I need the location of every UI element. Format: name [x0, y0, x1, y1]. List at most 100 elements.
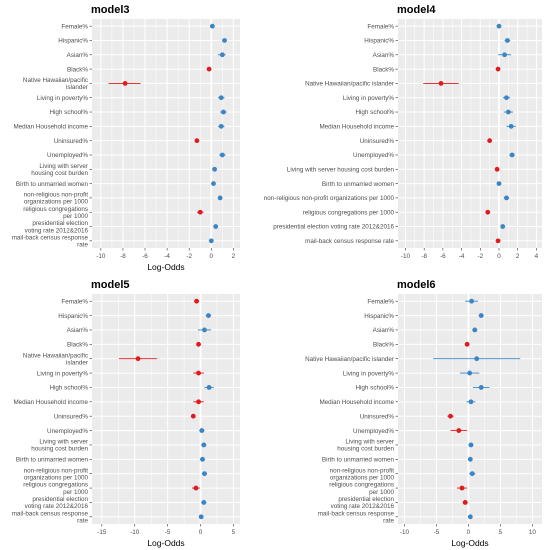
y-tick-label: Living with server housing cost burden	[31, 163, 88, 177]
estimate-point	[206, 385, 212, 390]
x-tick-label: -6	[440, 253, 446, 260]
y-tick-label: Median Household income	[13, 399, 88, 406]
estimate-point	[495, 238, 501, 244]
y-tick-label: mail-back census response rate	[12, 234, 89, 248]
x-tick-label: 5	[499, 529, 503, 536]
estimate-point	[200, 456, 205, 462]
y-tick-label: Native Hawaiian/pacific islander	[305, 356, 394, 363]
x-tick-label: -4	[164, 253, 170, 260]
y-tick-label: mail-back census response rate	[318, 510, 395, 524]
estimate-point	[485, 209, 491, 215]
y-tick-label: non-religious non-profit organizations p…	[264, 195, 395, 202]
y-tick-label: Birth to unmarried women	[16, 457, 89, 464]
estimate-point	[496, 23, 502, 29]
estimate-point	[487, 138, 493, 144]
y-tick-label: Black%	[373, 342, 394, 349]
estimate-point	[504, 195, 509, 201]
x-tick-label: 0	[497, 253, 501, 260]
y-tick-label: Asian%	[373, 327, 395, 334]
x-tick-label: -10	[400, 529, 410, 536]
y-tick-label: High school%	[355, 385, 394, 392]
x-tick-label: 4	[535, 253, 539, 260]
y-tick-label: Unemployed%	[47, 152, 88, 159]
y-tick-label: non-religious non-profit organizations pe…	[330, 467, 395, 481]
estimate-point	[448, 413, 453, 419]
estimate-point	[464, 341, 470, 347]
y-tick-label: Black%	[67, 66, 88, 73]
y-tick-label: Living with server housing cost burden	[337, 439, 394, 453]
y-tick-label: Living with server housing cost burden	[31, 439, 88, 453]
panel-title: model5	[91, 279, 130, 291]
x-tick-label: -6	[142, 253, 148, 260]
estimate-point	[217, 195, 223, 201]
estimate-point	[505, 109, 511, 115]
estimate-point	[500, 224, 506, 229]
y-tick-label: Living in poverty%	[343, 95, 395, 102]
estimate-point	[221, 109, 226, 115]
estimate-point	[219, 152, 225, 158]
y-tick-label: Native Hawaiian/pacific islander	[23, 77, 88, 91]
estimate-point	[196, 399, 201, 405]
estimate-point	[209, 23, 215, 29]
estimate-point	[206, 66, 212, 72]
y-tick-label: Hispanic%	[364, 313, 394, 320]
y-tick-label: Uninsured%	[360, 138, 395, 145]
y-tick-label: Birth to unmarried women	[322, 181, 395, 188]
x-tick-label: -15	[97, 529, 107, 536]
estimate-point	[196, 370, 201, 376]
x-tick-label: 2	[232, 253, 236, 260]
panel-background	[398, 19, 542, 248]
x-tick-label: -5	[165, 529, 171, 536]
estimate-point	[194, 138, 200, 144]
estimate-point	[201, 500, 207, 505]
y-tick-label: Female%	[61, 23, 88, 30]
estimate-point	[190, 413, 196, 419]
estimate-point	[508, 123, 514, 129]
y-tick-label: presidential election voting rate 2012&20…	[25, 496, 89, 510]
y-tick-label: Hispanic%	[58, 313, 88, 320]
panel-background	[92, 19, 240, 248]
estimate-point	[206, 313, 211, 318]
y-tick-label: religious congregations per 1000	[23, 482, 88, 496]
estimate-point	[222, 38, 227, 43]
estimate-point	[438, 81, 444, 86]
estimate-point	[122, 81, 128, 86]
estimate-point	[494, 166, 500, 172]
x-tick-label: -2	[477, 253, 483, 260]
estimate-point	[469, 298, 474, 304]
estimate-point	[495, 66, 501, 72]
x-tick-label: -2	[186, 253, 192, 260]
estimate-point	[509, 152, 515, 158]
estimate-point	[467, 456, 473, 462]
y-tick-label: Hispanic%	[364, 38, 394, 45]
y-tick-label: non-religious non-profit organizations pe…	[24, 467, 89, 481]
estimate-point	[135, 356, 141, 362]
x-tick-label: 0	[210, 253, 214, 260]
estimate-point	[202, 471, 207, 477]
y-tick-label: Native Hawaiian/pacific islander	[23, 352, 88, 366]
estimate-point	[474, 356, 480, 362]
y-tick-label: Asian%	[373, 52, 395, 59]
y-tick-label: religious congregations per 1000	[23, 206, 88, 220]
estimate-point	[199, 428, 205, 433]
panel-title: model6	[397, 279, 436, 291]
y-tick-label: Uninsured%	[360, 413, 395, 420]
y-tick-label: Female%	[367, 298, 394, 305]
estimate-point	[218, 123, 224, 129]
y-tick-label: Birth to unmarried women	[16, 181, 89, 188]
y-tick-label: Uninsured%	[54, 138, 89, 145]
estimate-point	[202, 327, 207, 333]
estimate-point	[219, 52, 225, 58]
y-tick-label: Unemployed%	[47, 428, 88, 435]
estimate-point	[212, 166, 217, 172]
y-tick-label: Unemployed%	[353, 428, 394, 435]
y-tick-label: High school%	[355, 109, 394, 116]
y-tick-label: presidential election voting rate 2012&2…	[273, 224, 394, 231]
estimate-point	[468, 442, 474, 448]
y-tick-label: Black%	[67, 342, 88, 349]
estimate-point	[194, 298, 199, 304]
